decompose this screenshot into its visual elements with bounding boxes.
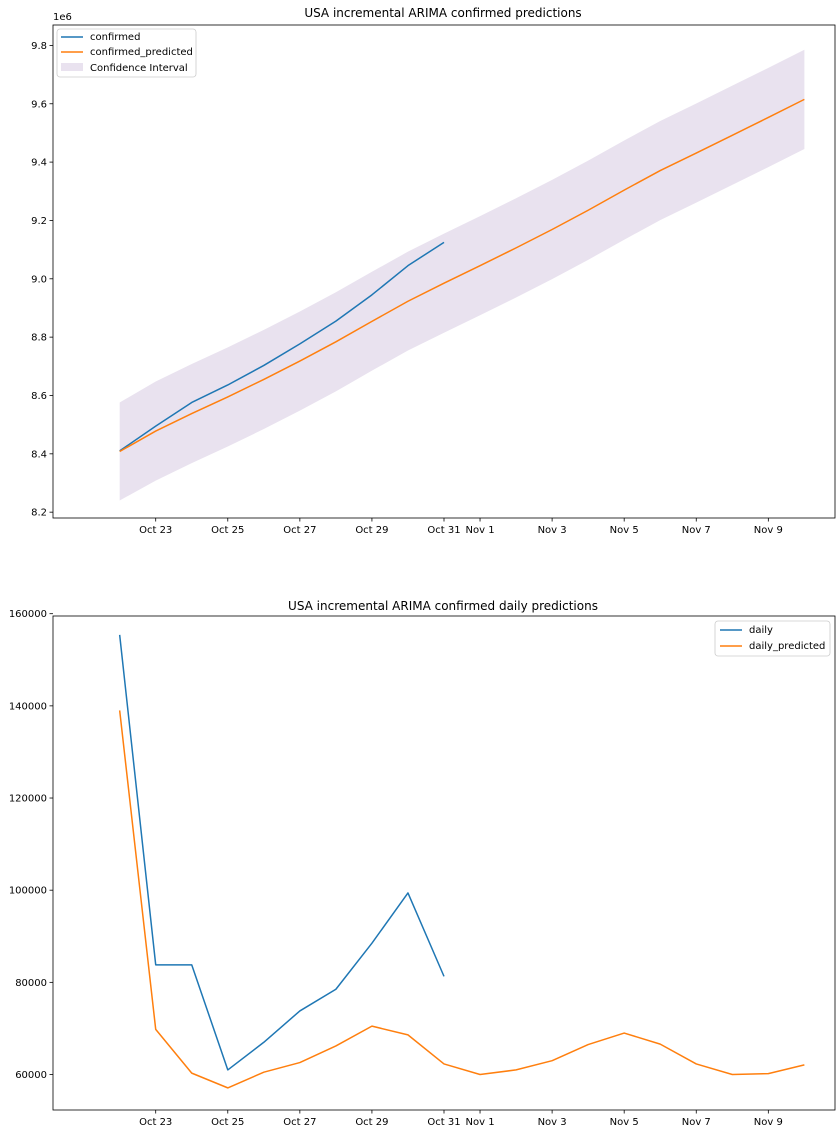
y-tick-label: 8.6: [31, 391, 47, 402]
daily-y-axis: 60000 80000 100000 120000 140000 160000: [9, 609, 53, 1081]
x-tick-label: Oct 23: [139, 1117, 172, 1128]
series-line-daily: [118, 634, 445, 1071]
x-tick-label: Nov 1: [466, 525, 495, 536]
series-line-confirmed: [119, 241, 445, 452]
daily-chart-title: USA incremental ARIMA confirmed daily pr…: [288, 599, 598, 613]
daily-plot-frame: [52, 615, 836, 1111]
cumulative-lines: [119, 98, 805, 453]
y-tick-label: 80000: [15, 978, 47, 989]
y-tick-label: 8.2: [31, 508, 47, 519]
daily-lines: [118, 634, 805, 1089]
x-tick-label: Nov 1: [466, 1117, 495, 1128]
y-tick-label: 60000: [15, 1070, 47, 1081]
legend-box: [714, 620, 831, 657]
y-tick-label: 9.4: [31, 158, 47, 169]
y-tick-label: 160000: [9, 609, 47, 620]
x-tick-label: Oct 31: [427, 525, 460, 536]
y-tick-label: 8.8: [31, 333, 47, 344]
x-tick-label: Nov 5: [610, 1117, 639, 1128]
legend-label-daily-predicted: daily_predicted: [749, 641, 825, 652]
x-tick-label: Oct 25: [211, 1117, 244, 1128]
x-tick-label: Oct 27: [283, 1117, 316, 1128]
legend-label-confidence-interval: Confidence Interval: [90, 63, 188, 74]
y-tick-label: 100000: [9, 886, 47, 897]
daily-legend: daily daily_predicted: [714, 620, 831, 657]
x-tick-label: Nov 3: [538, 525, 567, 536]
cumulative-y-axis: 8.2 8.4 8.6 8.8 9.0 9.2 9.4 9.6 9.8: [31, 41, 53, 519]
y-tick-label: 9.0: [31, 274, 47, 285]
x-tick-label: Oct 31: [427, 1117, 460, 1128]
x-tick-label: Nov 7: [682, 1117, 711, 1128]
y-tick-label: 9.2: [31, 216, 47, 227]
y-offset-label: 1e6: [53, 12, 72, 23]
cumulative-chart-title: USA incremental ARIMA confirmed predicti…: [304, 6, 581, 20]
cumulative-chart: USA incremental ARIMA confirmed predicti…: [31, 6, 836, 536]
x-tick-label: Oct 29: [355, 525, 388, 536]
y-tick-label: 9.8: [31, 41, 47, 52]
y-tick-label: 9.6: [31, 99, 47, 110]
x-tick-label: Nov 5: [610, 525, 639, 536]
series-line-daily-predicted: [118, 710, 805, 1089]
legend-label-daily: daily: [749, 625, 773, 636]
cumulative-x-axis: Oct 23 Oct 25 Oct 27 Oct 29 Oct 31 Nov 1 Nov 3…: [139, 518, 783, 536]
legend-label-confirmed-predicted: confirmed_predicted: [90, 47, 193, 58]
y-tick-label: 8.4: [31, 449, 47, 460]
x-tick-label: Nov 9: [754, 525, 783, 536]
daily-chart: USA incremental ARIMA confirmed daily pr…: [9, 599, 836, 1128]
x-tick-label: Nov 9: [754, 1117, 783, 1128]
x-tick-label: Nov 3: [538, 1117, 567, 1128]
legend-swatch-confidence-interval: [61, 63, 83, 71]
cumulative-legend: confirmed confirmed_predicted Confidence…: [56, 28, 197, 78]
x-tick-label: Nov 7: [682, 525, 711, 536]
y-tick-label: 120000: [9, 794, 47, 805]
x-tick-label: Oct 25: [211, 525, 244, 536]
y-tick-label: 140000: [9, 701, 47, 712]
legend-label-confirmed: confirmed: [90, 32, 140, 43]
x-tick-label: Oct 29: [355, 1117, 388, 1128]
legend-box: [56, 28, 197, 78]
series-line-confirmed-predicted: [119, 98, 805, 453]
x-tick-label: Oct 27: [283, 525, 316, 536]
daily-x-axis: Oct 23 Oct 25 Oct 27 Oct 29 Oct 31 Nov 1 Nov 3…: [139, 1110, 783, 1128]
x-tick-label: Oct 23: [139, 525, 172, 536]
